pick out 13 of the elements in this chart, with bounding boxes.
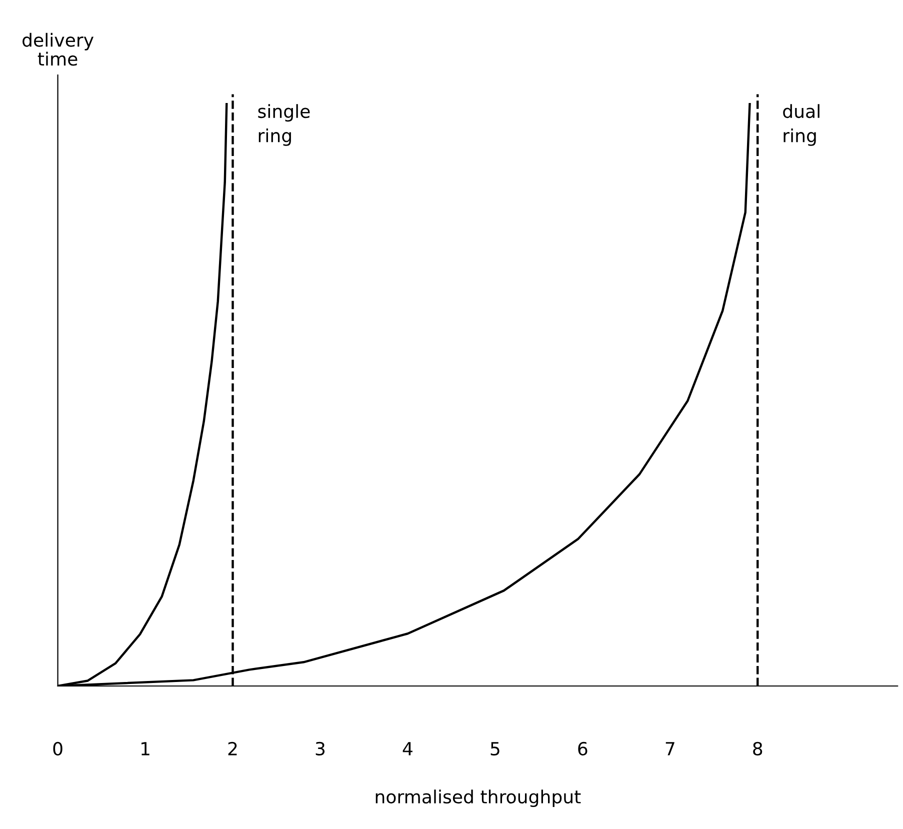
x-tick-label: 2 (228, 742, 237, 756)
x-axis-title: normalised throughput (376, 790, 581, 808)
x-tick-label: 8 (753, 742, 762, 756)
x-tick-label: 0 (53, 742, 62, 756)
x-tick-label: 1 (142, 742, 150, 756)
x-tick-label: 3 (316, 742, 325, 756)
x-tick-label: 7 (666, 742, 674, 756)
x-tick-label: 4 (402, 742, 412, 756)
x-tick-label: 6 (578, 742, 588, 756)
y-axis-title: delivery time (22, 32, 94, 66)
x-tick-label: 5 (490, 742, 500, 756)
ref-line-label: dual ring (783, 104, 820, 146)
ref-line-label: single ring (258, 104, 310, 146)
